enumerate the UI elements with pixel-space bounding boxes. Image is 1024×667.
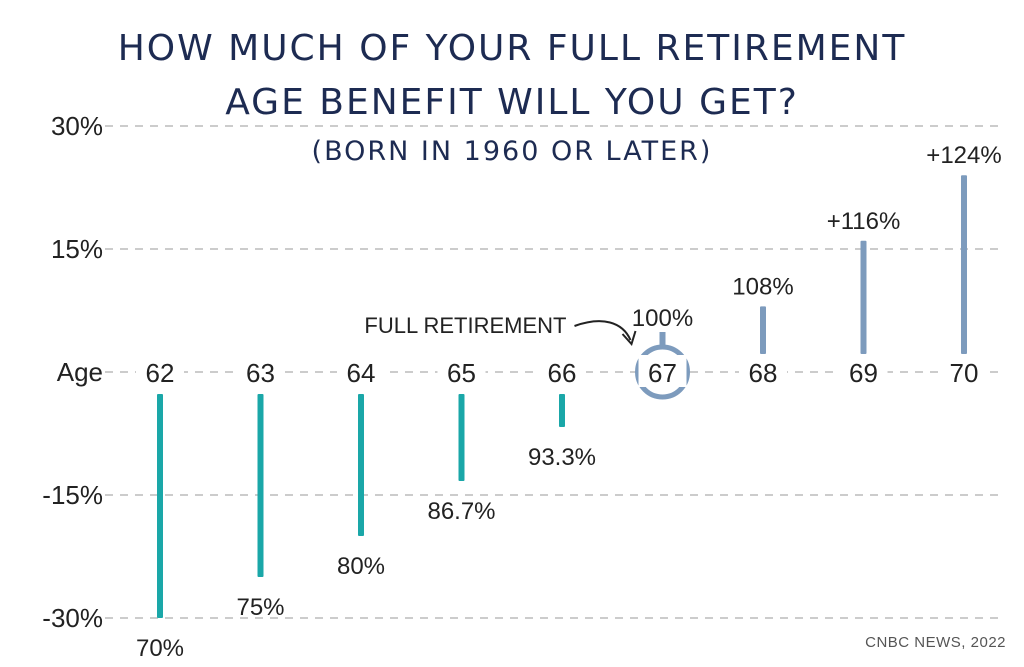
data-label: 100% xyxy=(632,305,693,332)
x-tick-label: 69 xyxy=(849,358,878,388)
bar xyxy=(961,175,967,354)
chart-subtitle: (BORN IN 1960 OR LATER) xyxy=(311,136,713,167)
x-axis-label: Age xyxy=(57,357,103,387)
chart-title-line-2: AGE BENEFIT WILL YOU GET? xyxy=(225,82,799,123)
bar xyxy=(157,394,163,618)
x-tick-background xyxy=(538,355,586,387)
annotation-text: FULL RETIREMENT xyxy=(364,313,566,338)
bar xyxy=(257,394,264,577)
x-tick-label: 64 xyxy=(347,358,376,388)
bars xyxy=(157,175,967,618)
highlight-ring xyxy=(635,344,690,400)
data-label: +124% xyxy=(926,142,1001,169)
x-tick-label: 70 xyxy=(950,358,979,388)
annotation-arrow xyxy=(574,320,632,341)
y-tick-label: 30% xyxy=(51,111,103,141)
x-tick-label: 68 xyxy=(749,358,778,388)
x-tick-background xyxy=(236,355,285,387)
x-tick-background xyxy=(940,355,988,387)
x-tick-background xyxy=(739,355,787,387)
data-label: 108% xyxy=(732,273,793,300)
x-axis-ticks: Age 62 63 64 65 66 67 68 69 70 xyxy=(57,355,988,388)
data-label: 93.3% xyxy=(528,444,596,471)
x-tick-label: 62 xyxy=(146,358,175,388)
x-tick-label: 66 xyxy=(548,358,577,388)
x-tick-label: 63 xyxy=(246,358,275,388)
x-tick-background xyxy=(839,355,888,387)
y-axis-ticks: 30% 15% -15% -30% xyxy=(42,111,103,633)
chart-title-line-1: HOW MUCH OF YOUR FULL RETIREMENT xyxy=(117,28,907,69)
data-label: +116% xyxy=(827,208,901,235)
source-credit: CNBC NEWS, 2022 xyxy=(865,634,1006,651)
y-tick-label: -30% xyxy=(42,603,103,633)
x-tick-background xyxy=(337,355,385,387)
bar xyxy=(860,240,867,354)
x-tick-background xyxy=(437,355,486,387)
data-labels: 70% 75% 80% 86.7% 93.3% 100% 108% +116% +124% xyxy=(136,142,1002,662)
annotation-group: FULL RETIREMENT xyxy=(364,313,637,346)
x-tick-label: 67 xyxy=(648,358,677,388)
x-tick-background xyxy=(638,355,687,387)
bar xyxy=(458,394,465,482)
data-label: 75% xyxy=(236,594,284,621)
y-tick-label: 15% xyxy=(51,234,103,264)
x-tick-label: 65 xyxy=(447,358,476,388)
bar xyxy=(659,332,666,346)
x-tick-background xyxy=(136,355,184,387)
data-label: 80% xyxy=(337,553,385,580)
bar xyxy=(760,306,766,354)
bar xyxy=(559,394,565,427)
y-tick-label: -15% xyxy=(42,480,103,510)
annotation-arrowhead xyxy=(621,330,637,346)
data-label: 86.7% xyxy=(427,498,495,525)
bar xyxy=(358,394,364,536)
data-label: 70% xyxy=(136,635,184,662)
